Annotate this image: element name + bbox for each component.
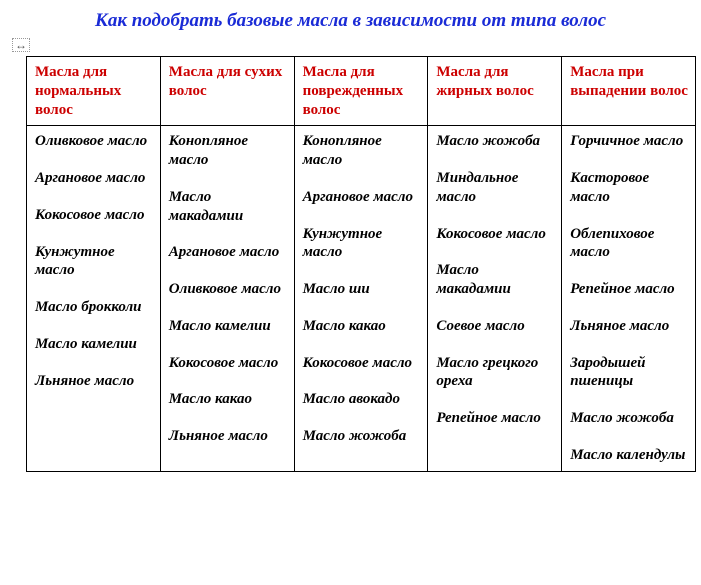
list-item: Зародышей пшеницы	[570, 354, 689, 392]
list-item: Аргановое масло	[169, 243, 288, 262]
list-item: Конопляное масло	[303, 132, 422, 170]
oils-table: Масла для нормальных волос Масла для сух…	[26, 56, 696, 472]
oil-list: Конопляное масло Аргановое масло Кунжутн…	[303, 132, 422, 446]
list-item: Конопляное масло	[169, 132, 288, 170]
list-item: Масло камелии	[169, 317, 288, 336]
list-item: Масло камелии	[35, 335, 154, 354]
list-item: Кокосовое масло	[303, 354, 422, 373]
list-item: Масло календулы	[570, 446, 689, 465]
list-item: Аргановое масло	[303, 188, 422, 207]
list-item: Масло жожоба	[436, 132, 555, 151]
list-item: Кокосовое масло	[169, 354, 288, 373]
list-item: Репейное масло	[436, 409, 555, 428]
list-item: Кокосовое масло	[436, 225, 555, 244]
oil-list: Горчичное масло Касторовое масло Облепих…	[570, 132, 689, 464]
list-item: Касторовое масло	[570, 169, 689, 207]
table-header-row: Масла для нормальных волос Масла для сух…	[27, 57, 696, 126]
list-item: Кунжутное масло	[35, 243, 154, 281]
list-item: Масло авокадо	[303, 390, 422, 409]
page-title: Как подобрать базовые масла в зависимост…	[8, 10, 693, 32]
list-item: Горчичное масло	[570, 132, 689, 151]
list-item: Льняное масло	[570, 317, 689, 336]
list-item: Масло ши	[303, 280, 422, 299]
list-item: Масло жожоба	[570, 409, 689, 428]
col-header: Масла для сухих волос	[160, 57, 294, 126]
list-item: Льняное масло	[35, 372, 154, 391]
anchor-icon: ↔	[12, 38, 30, 52]
oil-list: Оливковое масло Аргановое масло Кокосово…	[35, 132, 154, 390]
col-header: Масла для поврежденных волос	[294, 57, 428, 126]
list-item: Оливковое масло	[169, 280, 288, 299]
list-item: Оливковое масло	[35, 132, 154, 151]
list-item: Масло грецкого ореха	[436, 354, 555, 392]
list-item: Облепиховое масло	[570, 225, 689, 263]
oil-list: Масло жожоба Миндальное масло Кокосовое …	[436, 132, 555, 428]
list-item: Кокосовое масло	[35, 206, 154, 225]
list-item: Масло какао	[169, 390, 288, 409]
col-header: Масла для жирных волос	[428, 57, 562, 126]
list-item: Репейное масло	[570, 280, 689, 299]
list-item: Миндальное масло	[436, 169, 555, 207]
list-item: Кунжутное масло	[303, 225, 422, 263]
table-cell: Масло жожоба Миндальное масло Кокосовое …	[428, 126, 562, 471]
col-header: Масла для нормальных волос	[27, 57, 161, 126]
table-cell: Оливковое масло Аргановое масло Кокосово…	[27, 126, 161, 471]
list-item: Масло макадамии	[436, 261, 555, 299]
list-item: Масло брокколи	[35, 298, 154, 317]
list-item: Масло жожоба	[303, 427, 422, 446]
table-body-row: Оливковое масло Аргановое масло Кокосово…	[27, 126, 696, 471]
list-item: Масло какао	[303, 317, 422, 336]
list-item: Масло макадамии	[169, 188, 288, 226]
oil-list: Конопляное масло Масло макадамии Арганов…	[169, 132, 288, 446]
list-item: Соевое масло	[436, 317, 555, 336]
table-cell: Горчичное масло Касторовое масло Облепих…	[562, 126, 696, 471]
list-item: Аргановое масло	[35, 169, 154, 188]
table-cell: Конопляное масло Масло макадамии Арганов…	[160, 126, 294, 471]
table-cell: Конопляное масло Аргановое масло Кунжутн…	[294, 126, 428, 471]
col-header: Масла при выпадении волос	[562, 57, 696, 126]
list-item: Льняное масло	[169, 427, 288, 446]
